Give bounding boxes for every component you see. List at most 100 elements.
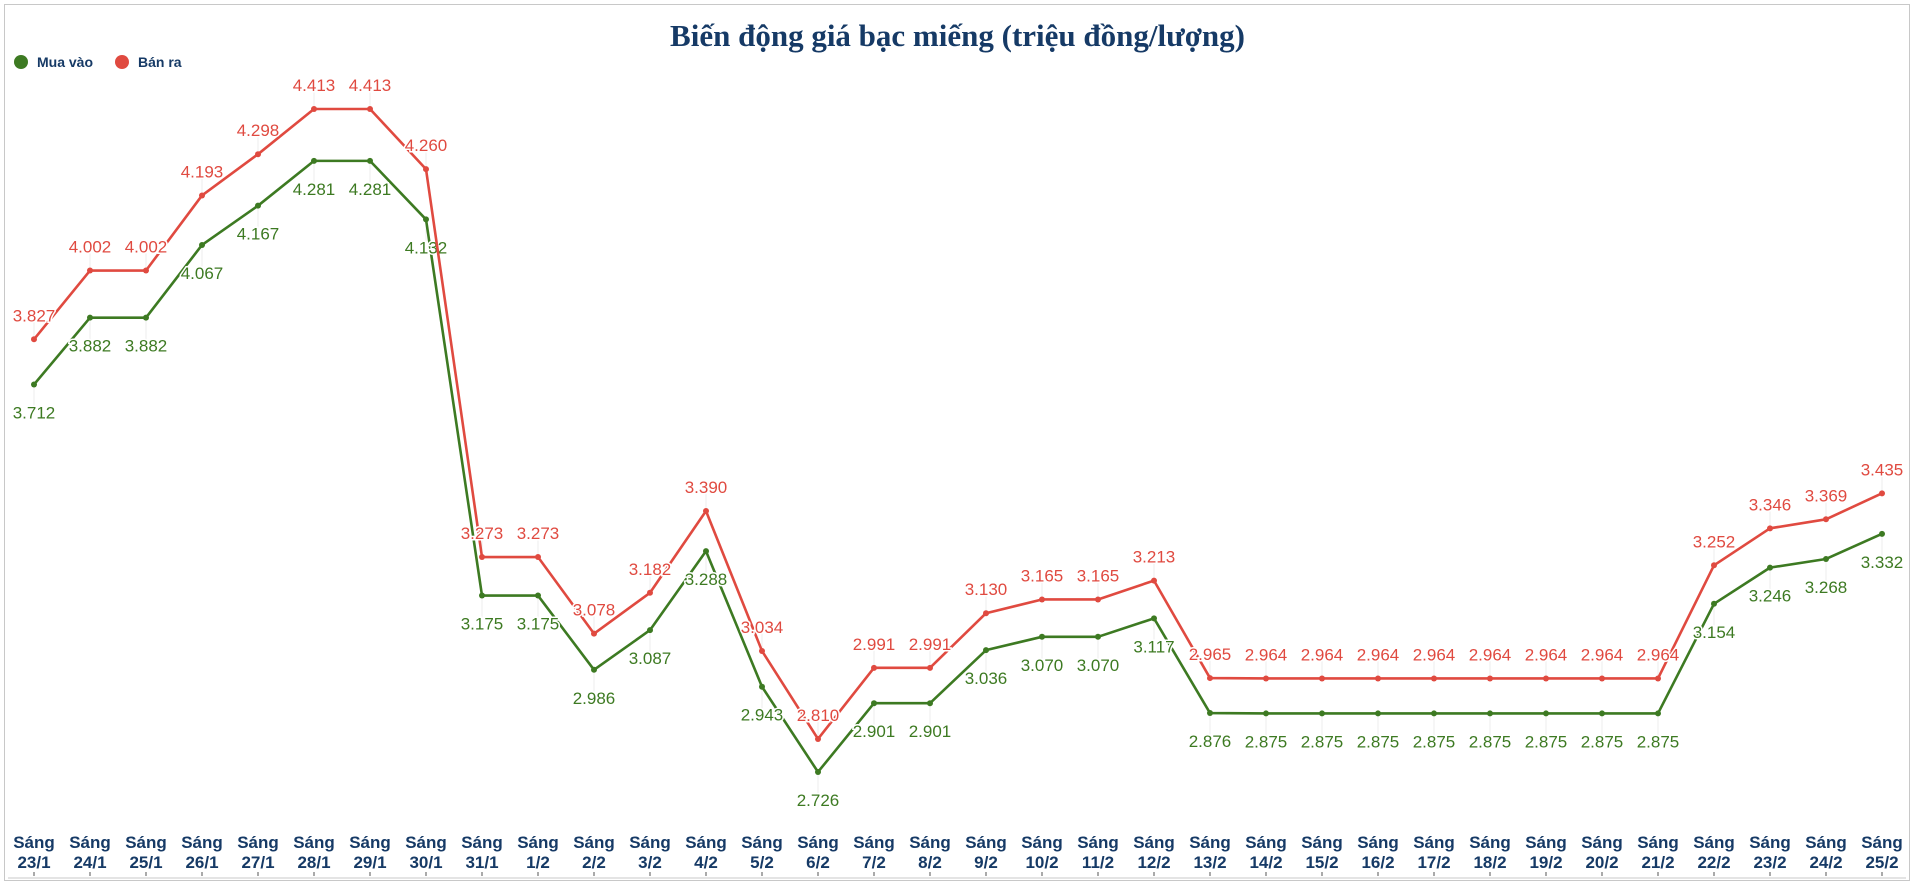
legend-item-sell[interactable]: Bán ra — [115, 54, 182, 70]
x-tick-label-top: Sáng — [1749, 833, 1791, 852]
data-label-sell: 2.991 — [909, 635, 952, 654]
x-tick-label-top: Sáng — [1357, 833, 1399, 852]
data-point-buy — [1543, 710, 1549, 717]
data-label-buy: 2.876 — [1189, 732, 1232, 751]
legend-dot-buy — [14, 55, 28, 69]
data-point-sell — [479, 554, 485, 561]
data-label-sell: 2.810 — [797, 706, 840, 725]
data-point-sell — [1879, 490, 1885, 497]
data-label-buy: 4.281 — [293, 180, 336, 199]
x-tick-label-top: Sáng — [909, 833, 951, 852]
x-tick-label-top: Sáng — [1077, 833, 1119, 852]
x-tick-label-top: Sáng — [181, 833, 223, 852]
data-point-sell — [535, 554, 541, 561]
data-label-sell: 3.165 — [1021, 566, 1064, 585]
data-point-sell — [1487, 675, 1493, 682]
x-tick-label-top: Sáng — [1805, 833, 1847, 852]
data-point-buy — [367, 157, 373, 164]
x-tick-label-bottom: 17/2 — [1417, 853, 1450, 872]
data-label-buy: 3.712 — [13, 403, 56, 422]
x-tick-label-bottom: 21/2 — [1641, 853, 1674, 872]
data-label-buy: 4.167 — [237, 225, 280, 244]
x-tick-label-top: Sáng — [685, 833, 727, 852]
data-point-sell — [871, 664, 877, 671]
data-point-buy — [1711, 600, 1717, 607]
series-line-buy — [33, 159, 1883, 774]
x-tick-label-top: Sáng — [1301, 833, 1343, 852]
data-label-sell: 2.964 — [1301, 645, 1344, 664]
data-point-buy — [1095, 633, 1101, 640]
x-tick-label-top: Sáng — [405, 833, 447, 852]
legend-item-buy[interactable]: Mua vào — [14, 54, 93, 70]
legend-dot-sell — [115, 55, 130, 69]
x-tick-label-top: Sáng — [461, 833, 503, 852]
data-point-buy — [1823, 555, 1829, 562]
x-tick-label-bottom: 18/2 — [1473, 853, 1506, 872]
data-point-buy — [1879, 530, 1885, 537]
data-point-sell — [815, 735, 821, 742]
data-point-sell — [759, 647, 765, 654]
data-label-buy: 2.875 — [1413, 732, 1456, 751]
data-point-sell — [647, 589, 653, 596]
data-label-buy: 3.175 — [517, 615, 560, 634]
data-point-buy — [423, 216, 429, 223]
x-tick-label-bottom: 23/2 — [1753, 853, 1786, 872]
data-point-buy — [311, 157, 317, 164]
data-point-sell — [1039, 596, 1045, 603]
data-label-sell: 4.002 — [69, 238, 112, 257]
data-label-buy: 4.132 — [405, 238, 448, 257]
x-tick-label-bottom: 24/1 — [73, 853, 106, 872]
data-label-buy: 2.986 — [573, 689, 616, 708]
data-point-buy — [1207, 710, 1213, 717]
x-tick-label-bottom: 3/2 — [638, 853, 662, 872]
data-point-sell — [311, 106, 317, 112]
data-point-sell — [1711, 562, 1717, 569]
data-label-sell: 3.078 — [573, 601, 616, 620]
x-tick-label-top: Sáng — [1637, 833, 1679, 852]
x-tick-label-top: Sáng — [125, 833, 167, 852]
x-tick-label-bottom: 15/2 — [1305, 853, 1338, 872]
x-tick-label-top: Sáng — [1693, 833, 1735, 852]
x-tick-label-bottom: 2/2 — [582, 853, 606, 872]
data-point-sell — [1319, 675, 1325, 682]
x-tick-label-top: Sáng — [797, 833, 839, 852]
data-point-sell — [1767, 525, 1773, 532]
data-label-sell: 2.964 — [1469, 645, 1512, 664]
data-label-buy: 2.875 — [1469, 732, 1512, 751]
x-tick-label-top: Sáng — [13, 833, 55, 852]
x-tick-label-bottom: 30/1 — [409, 853, 442, 872]
data-point-buy — [591, 666, 597, 673]
data-label-sell: 3.827 — [13, 306, 56, 325]
x-tick-label-bottom: 8/2 — [918, 853, 942, 872]
x-tick-label-top: Sáng — [1021, 833, 1063, 852]
data-label-buy: 3.070 — [1021, 656, 1064, 675]
data-point-buy — [1599, 710, 1605, 717]
x-tick-label-top: Sáng — [237, 833, 279, 852]
data-label-sell: 3.390 — [685, 478, 728, 497]
data-label-sell: 2.964 — [1357, 645, 1400, 664]
data-label-sell: 3.252 — [1693, 532, 1736, 551]
data-point-buy — [255, 202, 261, 209]
data-label-buy: 2.943 — [741, 706, 784, 725]
x-tick-label-top: Sáng — [853, 833, 895, 852]
x-tick-label-bottom: 26/1 — [185, 853, 218, 872]
data-point-buy — [1487, 710, 1493, 717]
data-label-buy: 2.726 — [797, 791, 840, 810]
data-label-buy: 3.268 — [1805, 578, 1848, 597]
chart-title: Biến động giá bạc miếng (triệu đồng/lượn… — [670, 18, 1245, 53]
data-point-sell — [591, 630, 597, 637]
x-tick-label-bottom: 7/2 — [862, 853, 886, 872]
data-point-sell — [1599, 675, 1605, 682]
data-point-buy — [815, 768, 821, 775]
x-tick-label-top: Sáng — [1189, 833, 1231, 852]
data-point-sell — [983, 610, 989, 617]
x-tick-label-top: Sáng — [1133, 833, 1175, 852]
x-tick-label-top: Sáng — [1581, 833, 1623, 852]
data-point-buy — [1319, 710, 1325, 717]
data-point-buy — [31, 381, 37, 388]
x-tick-label-bottom: 20/2 — [1585, 853, 1618, 872]
data-label-sell: 2.991 — [853, 635, 896, 654]
legend: Mua vào Bán ra — [14, 54, 182, 70]
data-label-buy: 2.875 — [1581, 732, 1624, 751]
data-label-sell: 4.413 — [349, 76, 392, 95]
